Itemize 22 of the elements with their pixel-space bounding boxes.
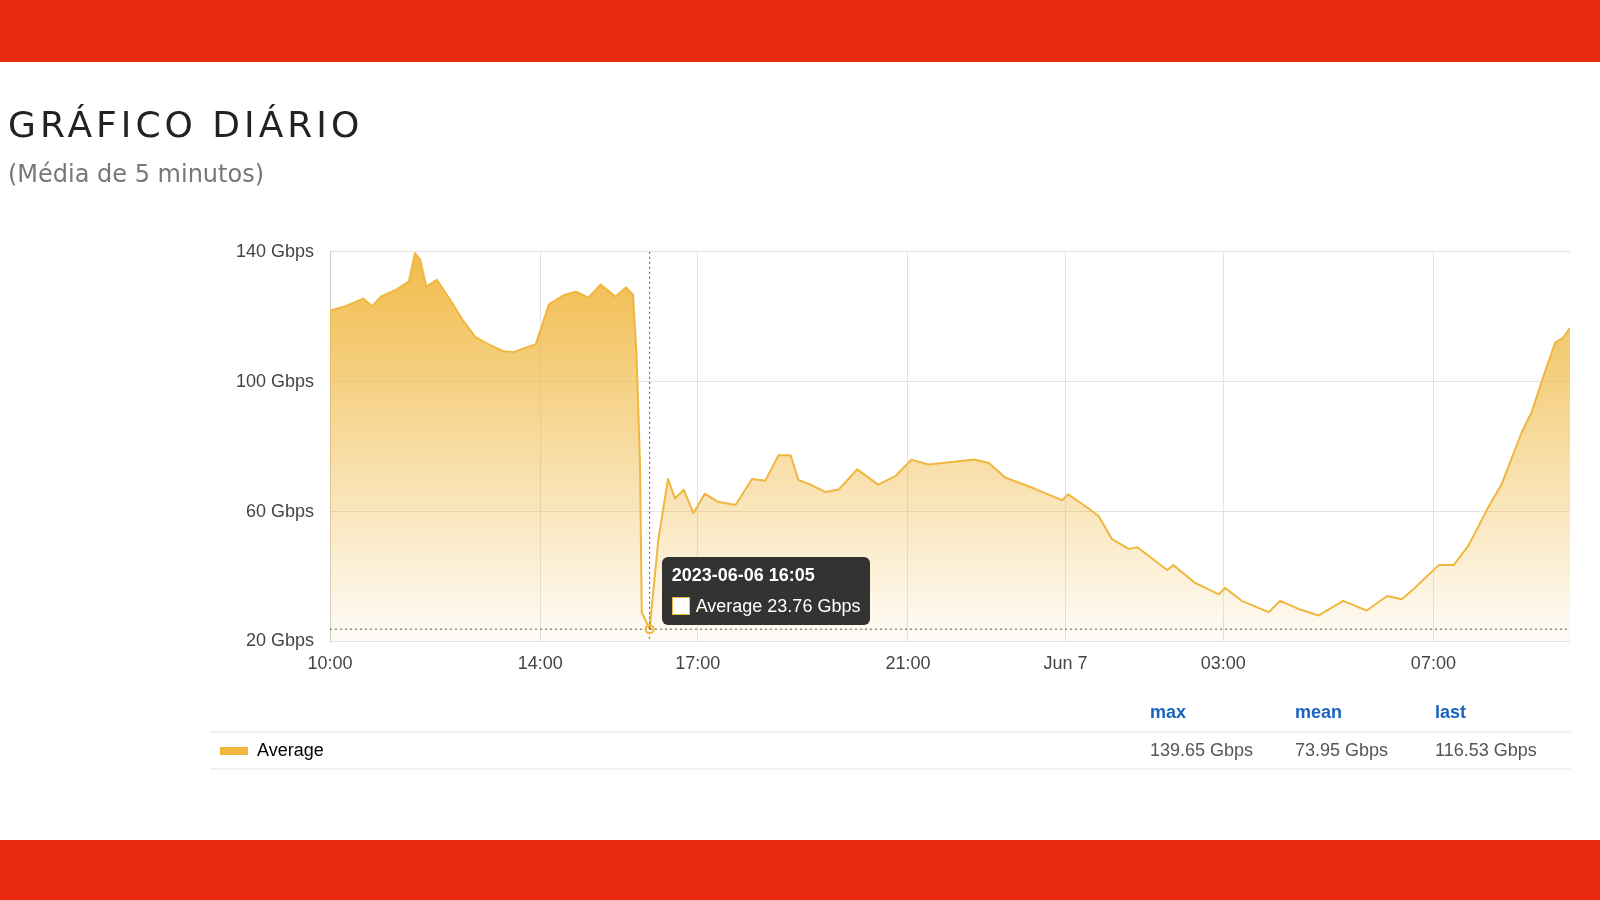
x-tick-label: 14:00 — [517, 653, 563, 674]
text: 139.65 Gbps — [1150, 739, 1254, 760]
legend-label: Average — [257, 739, 324, 760]
annotation: Average 23.76 Gbps — [694, 596, 861, 618]
x-tick-label: 21:00 — [885, 653, 931, 674]
x-tick-label: Jun 7 — [1043, 653, 1088, 674]
x-tick-label: 07:00 — [1410, 653, 1456, 674]
text: 73.95 Gbps — [1295, 739, 1389, 760]
x-tick-label: 10:00 — [307, 653, 353, 674]
text: last — [1435, 701, 1467, 722]
x-tick-label: 03:00 — [1200, 653, 1246, 674]
y-tick-label: 60 Gbps — [245, 500, 314, 521]
y-tick-label: 20 Gbps — [245, 630, 314, 651]
text: (Média de 5 minutos) — [8, 160, 265, 188]
text: mean — [1295, 701, 1343, 722]
chart-title: GRÁFICO DIÁRIO — [8, 104, 364, 145]
y-tick-label: 100 Gbps — [235, 370, 314, 391]
text: max — [1150, 701, 1187, 722]
x-tick-label: 17:00 — [675, 653, 721, 674]
y-tick-label: 140 Gbps — [235, 240, 314, 261]
text: 116.53 Gbps — [1435, 739, 1537, 760]
annotation: 2023-06-06 16:05 — [671, 565, 816, 587]
